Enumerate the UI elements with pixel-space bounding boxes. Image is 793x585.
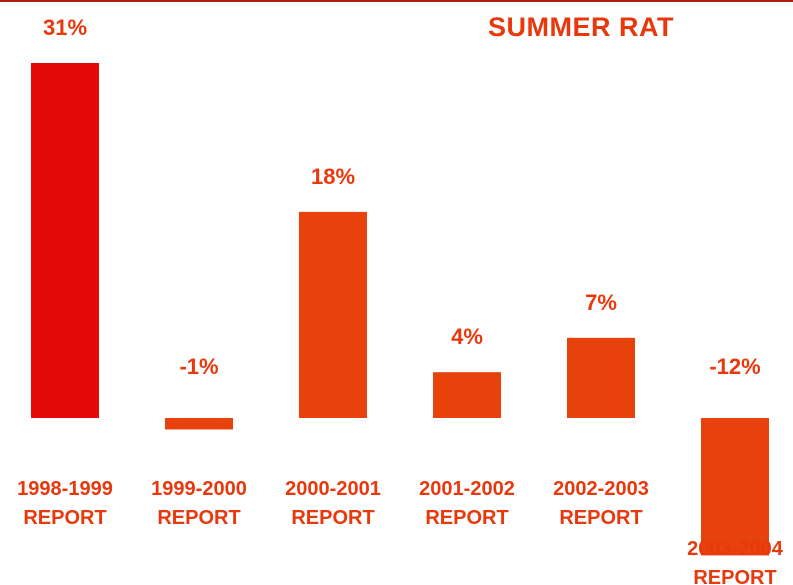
- category-label-5-0: 2003-2004: [687, 538, 784, 560]
- value-label-4: 7%: [585, 290, 617, 315]
- category-label-2-1: REPORT: [291, 507, 374, 529]
- category-label-4-0: 2002-2003: [553, 478, 649, 500]
- bar-5: [701, 418, 769, 556]
- bar-3: [433, 372, 501, 418]
- bar-0: [31, 63, 99, 418]
- category-label-1-1: REPORT: [157, 507, 240, 529]
- category-label-1-0: 1999-2000: [151, 478, 247, 500]
- bar-1: [165, 418, 233, 430]
- value-label-0: 31%: [43, 15, 87, 40]
- category-label-3-0: 2001-2002: [419, 478, 515, 500]
- category-label-0-0: 1998-1999: [17, 478, 113, 500]
- bar-2: [299, 211, 367, 418]
- value-label-2: 18%: [311, 164, 355, 189]
- value-label-3: 4%: [451, 324, 483, 349]
- category-label-3-1: REPORT: [425, 507, 508, 529]
- category-label-0-1: REPORT: [23, 507, 106, 529]
- value-label-5: -12%: [709, 354, 760, 379]
- bar-4: [567, 337, 635, 418]
- chart-title: SUMMER RAT: [488, 12, 674, 42]
- top-border-line: [0, 0, 793, 2]
- category-label-2-0: 2000-2001: [285, 478, 381, 500]
- value-label-1: -1%: [179, 354, 218, 379]
- category-label-5-1: REPORT: [693, 567, 776, 585]
- category-label-4-1: REPORT: [559, 507, 642, 529]
